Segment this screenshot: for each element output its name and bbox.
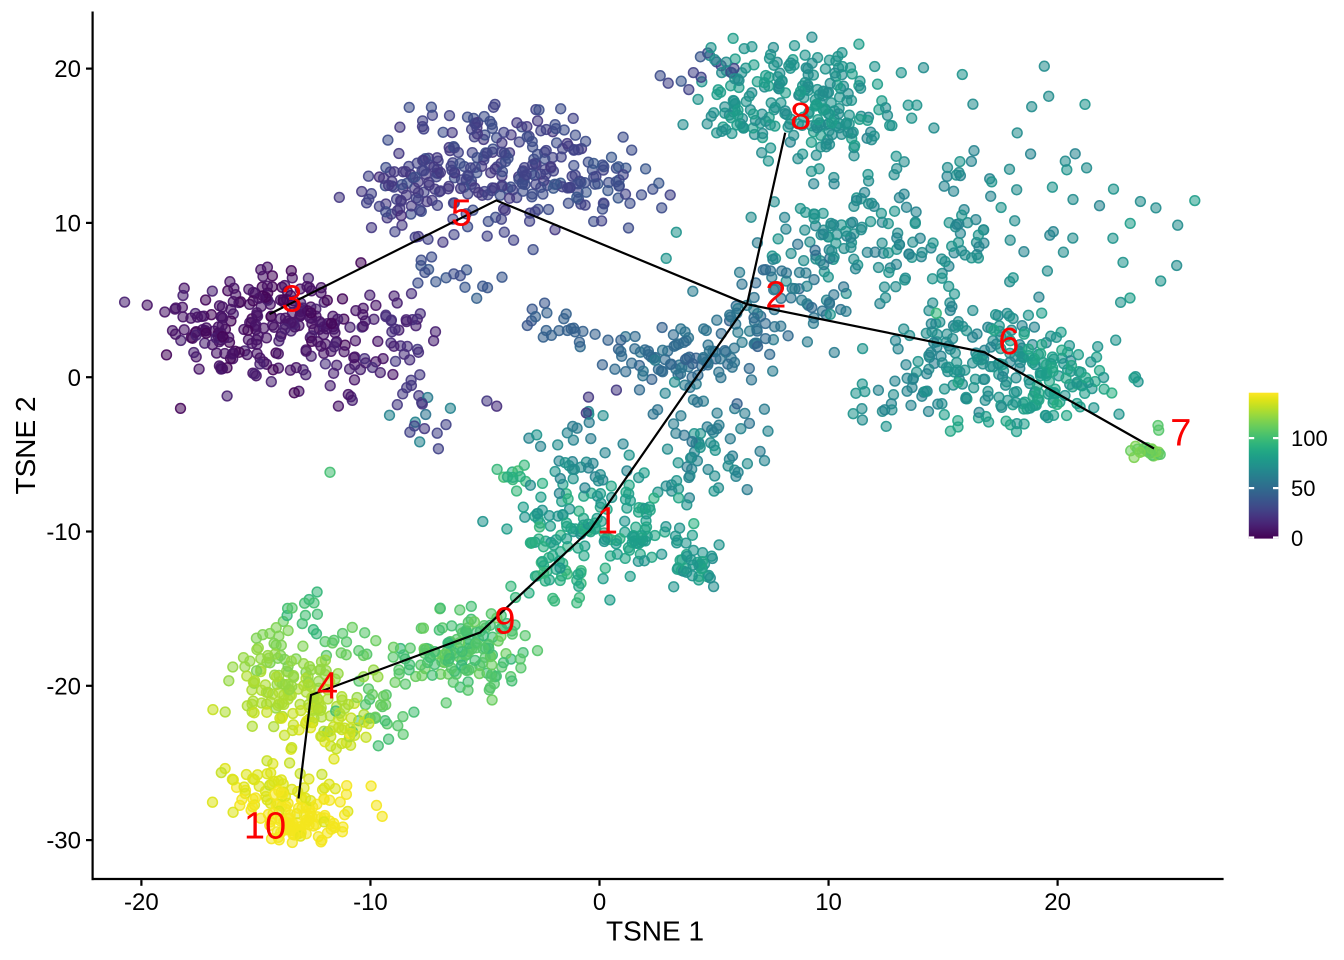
svg-text:-20: -20 bbox=[46, 673, 81, 700]
svg-text:50: 50 bbox=[1291, 476, 1315, 501]
svg-text:8: 8 bbox=[790, 96, 811, 138]
svg-text:7: 7 bbox=[1170, 413, 1191, 455]
svg-text:-20: -20 bbox=[124, 889, 159, 916]
svg-text:20: 20 bbox=[54, 56, 81, 83]
svg-text:-10: -10 bbox=[353, 889, 388, 916]
svg-text:0: 0 bbox=[1291, 526, 1303, 551]
svg-text:-30: -30 bbox=[46, 828, 81, 855]
svg-text:2: 2 bbox=[765, 274, 786, 316]
svg-text:0: 0 bbox=[593, 889, 606, 916]
svg-text:6: 6 bbox=[998, 321, 1019, 363]
svg-text:20: 20 bbox=[1044, 889, 1071, 916]
svg-text:TSNE 2: TSNE 2 bbox=[10, 396, 41, 494]
svg-text:-10: -10 bbox=[46, 519, 81, 546]
svg-text:0: 0 bbox=[68, 365, 81, 392]
svg-text:10: 10 bbox=[815, 889, 842, 916]
svg-text:100: 100 bbox=[1291, 426, 1328, 451]
svg-text:4: 4 bbox=[317, 666, 338, 708]
svg-text:10: 10 bbox=[244, 806, 286, 848]
svg-text:5: 5 bbox=[451, 192, 472, 234]
svg-text:1: 1 bbox=[597, 501, 618, 543]
svg-text:TSNE 1: TSNE 1 bbox=[606, 916, 704, 947]
svg-text:9: 9 bbox=[494, 601, 515, 643]
svg-text:10: 10 bbox=[54, 211, 81, 238]
svg-text:3: 3 bbox=[281, 279, 302, 321]
